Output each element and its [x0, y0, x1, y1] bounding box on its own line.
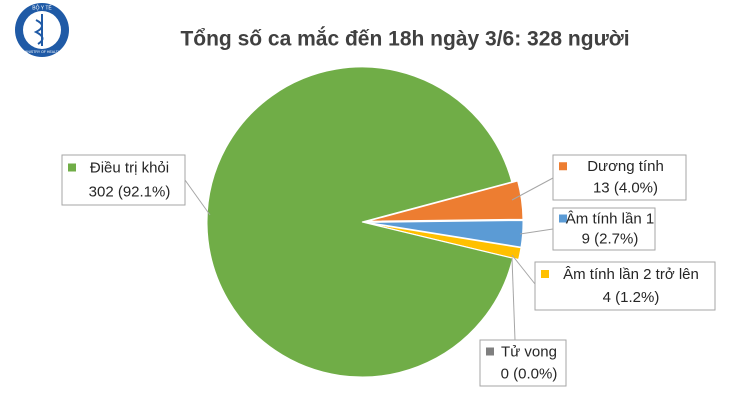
- label-marker: [541, 270, 549, 278]
- slice-label: Âm tính lần 2 trở lên: [563, 266, 699, 283]
- logo-bottom-text: MINISTRY OF HEALTH: [24, 50, 61, 54]
- slice-label: Điều trị khỏi: [90, 159, 169, 176]
- logo-top-text: BỘ Y TẾ: [32, 4, 52, 11]
- leader-line: [511, 254, 536, 285]
- slice-label: Dương tính: [587, 158, 664, 175]
- slice-label: Âm tính lần 1: [566, 210, 654, 227]
- label-marker: [486, 347, 494, 356]
- logo: BỘ Y TẾ MINISTRY OF HEALTH: [15, 3, 69, 57]
- value-label: 13 (4.0%): [593, 180, 658, 197]
- label-marker: [559, 162, 567, 171]
- pie-slice: [367, 180, 524, 222]
- chart-title: Tổng số ca mắc đến 18h ngày 3/6: 328 ngư…: [180, 27, 629, 51]
- value-label: 0 (0.0%): [501, 365, 558, 382]
- leader-line: [511, 177, 554, 201]
- leader-line: [184, 179, 211, 216]
- label-box: [61, 154, 186, 206]
- label-box: [552, 154, 687, 201]
- label-box: [552, 207, 656, 251]
- label-marker: [559, 214, 567, 223]
- label-marker: [68, 163, 76, 172]
- leader-line: [511, 257, 516, 341]
- label-box: [534, 261, 716, 311]
- slice-label: Tử vong: [501, 343, 557, 360]
- value-label: 302 (92.1%): [89, 183, 171, 200]
- value-label: 4 (1.2%): [603, 289, 660, 306]
- logo-emblem: [33, 14, 44, 46]
- value-label: 9 (2.7%): [582, 230, 639, 247]
- pie-slice: [206, 66, 514, 378]
- leader-line: [519, 228, 554, 235]
- label-box: [479, 339, 567, 387]
